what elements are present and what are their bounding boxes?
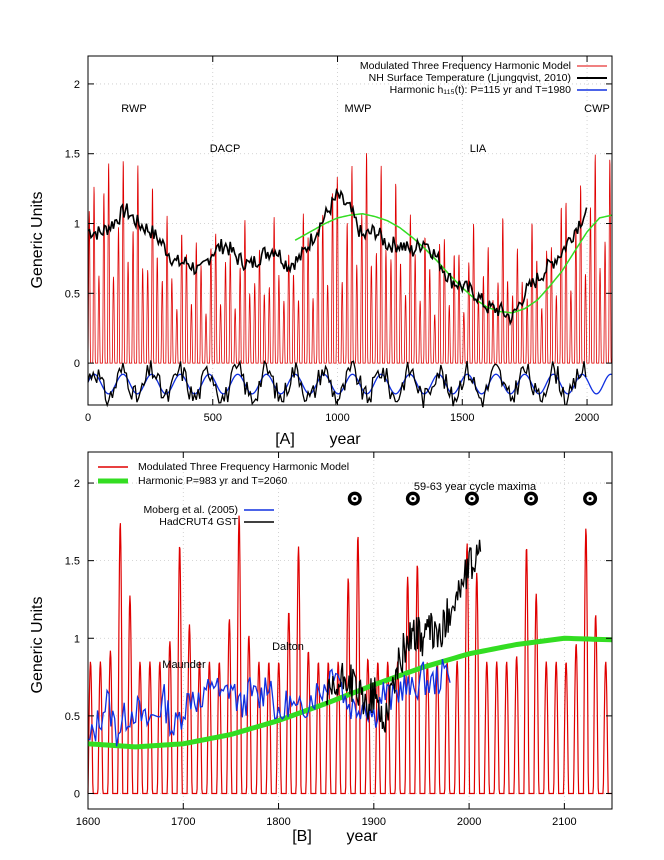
panel-b-legend-item-model: Modulated Three Frequency Harmonic Model (138, 461, 349, 473)
harmonic-p983-line (294, 212, 613, 314)
model-series-line (87, 153, 612, 364)
x-tick-label: 0 (85, 412, 91, 424)
panel-b-lines (87, 539, 613, 750)
panel-a-annotation-dacp: DACP (210, 143, 241, 155)
cycle-maximum-marker-dot (588, 497, 592, 501)
x-tick-label: 2000 (575, 412, 599, 424)
panel-b-chart: 1600 1700 1800 1900 2000 2100 0 0.5 1 1.5 2 Generi… (29, 451, 613, 845)
x-tick-label: 500 (204, 412, 222, 424)
panel-a-legend-item-harmonic: Harmonic h₁₁₅(t): P=115 yr and T=1980 (390, 84, 572, 96)
panel-b-legend-item-harmonic: Harmonic P=983 yr and T=2060 (138, 475, 287, 487)
panel-b-legend-item-hadcrut: HadCRUT4 GST (159, 516, 238, 528)
hadcrut-line (325, 539, 482, 733)
panel-b-ylabel: Generic Units (29, 597, 46, 694)
panel-b-annotation-dalton: Dalton (272, 641, 304, 653)
panel-b-ticks: 1600 1700 1800 1900 2000 2100 0 0.5 1 1.5 2 (65, 452, 612, 828)
panel-a-legend-item-temp: NH Surface Temperature (Ljungqvist, 2010… (369, 72, 571, 84)
x-tick-label: 2000 (457, 816, 481, 828)
x-tick-label: 1800 (266, 816, 290, 828)
panel-a-ticks: 0 500 1000 1500 2000 0 0.5 1 1.5 2 (65, 56, 612, 424)
nh-temperature-line (87, 188, 588, 327)
panel-b-cycle-maxima (347, 491, 598, 506)
x-tick-label: 1900 (362, 816, 386, 828)
y-tick-label: 1 (74, 219, 80, 231)
cycle-maximum-marker-dot (470, 497, 474, 501)
panel-a-lines (87, 188, 613, 408)
x-tick-label: 2100 (552, 816, 576, 828)
x-tick-label: 1700 (171, 816, 195, 828)
x-tick-label: 1600 (76, 816, 100, 828)
y-tick-label: 2 (74, 478, 80, 490)
y-tick-label: 0.5 (65, 288, 80, 300)
y-tick-label: 0 (74, 788, 80, 800)
model-series-line (87, 515, 612, 795)
residual-temperature-line (87, 359, 587, 408)
panel-a-annotation-lia: LIA (470, 143, 487, 155)
y-tick-label: 1.5 (65, 556, 80, 568)
y-tick-label: 2 (74, 79, 80, 91)
panel-a-legend-item-model: Modulated Three Frequency Harmonic Model (360, 60, 571, 72)
panel-b-xlabel: year (346, 828, 378, 845)
panel-a-panel-label: [A] (275, 431, 295, 448)
y-tick-label: 0 (74, 358, 80, 370)
y-tick-label: 1.5 (65, 149, 80, 161)
x-tick-label: 1000 (325, 412, 349, 424)
panel-b-annotation-cycle-maxima: 59-63 year cycle maxima (414, 481, 537, 493)
panel-a-annotation-cwp: CWP (584, 103, 610, 115)
panel-a-ylabel: Generic Units (29, 192, 46, 289)
panel-b-annotation-maunder: Maunder (162, 659, 206, 671)
y-tick-label: 0.5 (65, 711, 80, 723)
cycle-maximum-marker-dot (353, 497, 357, 501)
cycle-maximum-marker-dot (411, 497, 415, 501)
panel-a-model-series (87, 153, 612, 364)
y-tick-label: 1 (74, 633, 80, 645)
panel-a-xlabel: year (329, 431, 361, 448)
cycle-maximum-marker-dot (529, 497, 533, 501)
panel-a-legend: Modulated Three Frequency Harmonic Model… (360, 60, 607, 96)
panel-b-legend-item-moberg: Moberg et al. (2005) (143, 504, 238, 516)
panel-a-annotation-rwp: RWP (121, 103, 146, 115)
panel-b-frame (87, 451, 613, 810)
panel-a-frame (87, 55, 613, 406)
x-tick-label: 1500 (450, 412, 474, 424)
panel-a-annotation-mwp: MWP (345, 103, 372, 115)
panel-b-model-series (87, 515, 612, 795)
harmonic-h115-line (87, 373, 613, 395)
panel-b-panel-label: [B] (292, 828, 312, 845)
panel-b-legend: Modulated Three Frequency Harmonic Model… (98, 461, 349, 528)
